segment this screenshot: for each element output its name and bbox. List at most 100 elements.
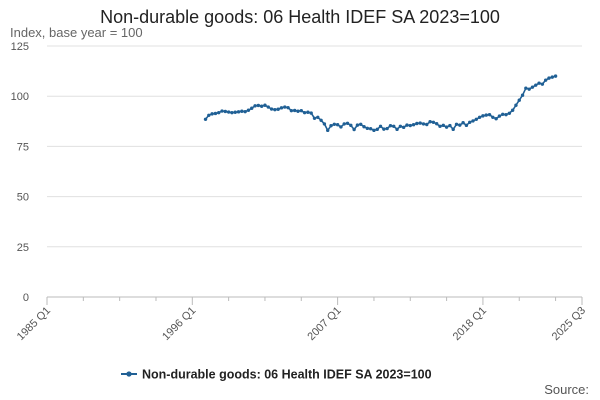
data-point[interactable] (263, 103, 267, 107)
data-point[interactable] (398, 124, 403, 129)
data-point[interactable] (296, 109, 300, 113)
data-point[interactable] (283, 105, 287, 109)
data-point[interactable] (345, 121, 350, 126)
data-point[interactable] (243, 109, 247, 114)
data-point[interactable] (226, 110, 231, 114)
data-point[interactable] (461, 121, 465, 125)
data-point[interactable] (477, 115, 482, 119)
data-point[interactable] (441, 123, 445, 128)
data-point[interactable] (514, 103, 518, 107)
data-point[interactable] (349, 123, 353, 128)
data-point[interactable] (372, 128, 376, 133)
data-point[interactable] (250, 106, 254, 110)
data-point[interactable] (487, 112, 492, 117)
data-point[interactable] (335, 123, 340, 127)
data-point[interactable] (547, 76, 551, 80)
data-point[interactable] (504, 112, 508, 117)
data-point[interactable] (434, 122, 439, 126)
data-point[interactable] (375, 127, 379, 132)
data-point[interactable] (497, 114, 502, 118)
data-point[interactable] (213, 111, 218, 116)
data-point[interactable] (217, 110, 221, 115)
data-point[interactable] (454, 122, 459, 127)
data-point[interactable] (468, 120, 472, 125)
data-point[interactable] (385, 126, 389, 131)
data-point[interactable] (520, 93, 525, 97)
data-point[interactable] (524, 86, 528, 90)
data-point[interactable] (269, 107, 274, 111)
data-point[interactable] (491, 115, 495, 119)
data-point[interactable] (273, 107, 277, 112)
data-point[interactable] (322, 122, 327, 126)
data-point[interactable] (510, 108, 515, 112)
data-point[interactable] (316, 115, 320, 119)
data-point[interactable] (276, 107, 280, 111)
data-point[interactable] (223, 109, 228, 114)
data-point[interactable] (471, 119, 475, 123)
data-point[interactable] (408, 123, 412, 128)
data-point[interactable] (319, 118, 323, 123)
data-point[interactable] (474, 117, 479, 121)
data-point[interactable] (342, 122, 346, 126)
data-point[interactable] (365, 126, 370, 131)
data-point[interactable] (517, 98, 521, 102)
data-point[interactable] (458, 123, 462, 127)
data-point[interactable] (220, 109, 224, 113)
data-point[interactable] (464, 123, 469, 128)
data-point[interactable] (352, 127, 356, 132)
data-point[interactable] (444, 125, 449, 129)
data-point[interactable] (240, 109, 244, 113)
data-point[interactable] (534, 83, 538, 87)
data-point[interactable] (230, 110, 234, 115)
data-point[interactable] (306, 110, 310, 114)
data-point[interactable] (415, 121, 419, 126)
data-point[interactable] (259, 104, 264, 108)
data-point[interactable] (405, 123, 409, 127)
data-point[interactable] (359, 122, 363, 127)
data-point[interactable] (286, 105, 290, 110)
data-point[interactable] (388, 124, 393, 128)
data-point[interactable] (401, 125, 406, 130)
data-point[interactable] (501, 112, 505, 116)
data-point[interactable] (362, 125, 366, 129)
data-point[interactable] (428, 120, 432, 124)
data-point[interactable] (339, 125, 343, 129)
data-point[interactable] (530, 85, 535, 89)
data-point[interactable] (550, 75, 554, 79)
data-point[interactable] (302, 110, 307, 115)
data-point[interactable] (253, 104, 257, 108)
data-point[interactable] (382, 127, 386, 131)
data-point[interactable] (438, 124, 442, 129)
data-point[interactable] (537, 81, 541, 85)
data-point[interactable] (494, 116, 498, 121)
data-point[interactable] (527, 87, 531, 91)
data-point[interactable] (236, 110, 241, 114)
data-point[interactable] (329, 124, 333, 128)
data-point[interactable] (540, 82, 545, 86)
data-point[interactable] (368, 127, 373, 131)
data-point[interactable] (299, 108, 303, 113)
data-point[interactable] (481, 114, 485, 118)
data-point[interactable] (292, 108, 297, 113)
data-point[interactable] (425, 122, 429, 127)
data-point[interactable] (392, 124, 396, 129)
data-point[interactable] (355, 123, 360, 127)
data-point[interactable] (418, 121, 422, 125)
data-point[interactable] (484, 113, 488, 117)
data-point[interactable] (309, 111, 313, 115)
data-point[interactable] (207, 113, 211, 117)
data-point[interactable] (289, 108, 294, 113)
data-point[interactable] (279, 106, 284, 110)
data-point[interactable] (411, 123, 416, 127)
data-point[interactable] (553, 74, 558, 78)
data-point[interactable] (507, 111, 512, 115)
data-point[interactable] (233, 110, 237, 114)
data-point[interactable] (312, 116, 317, 120)
data-point[interactable] (395, 127, 399, 132)
data-point[interactable] (203, 117, 208, 121)
data-point[interactable] (332, 122, 337, 127)
data-point[interactable] (256, 103, 261, 108)
data-point[interactable] (431, 120, 436, 125)
data-point[interactable] (543, 78, 548, 82)
data-point[interactable] (326, 128, 330, 133)
